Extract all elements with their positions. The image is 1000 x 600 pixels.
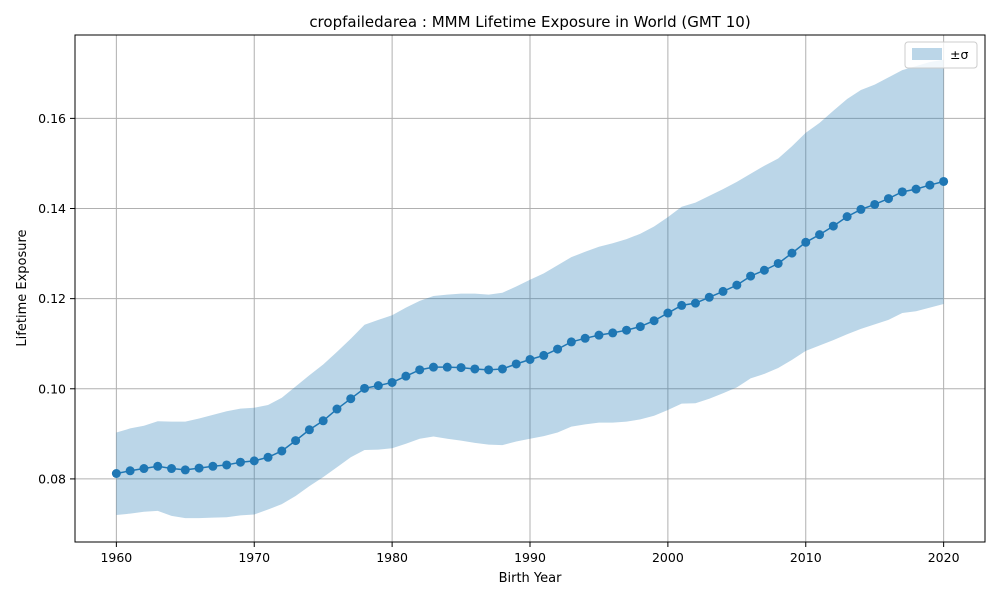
data-point — [497, 364, 507, 374]
data-point — [732, 280, 742, 290]
y-axis-label: Lifetime Exposure — [15, 229, 30, 346]
data-point — [801, 237, 811, 247]
data-point — [663, 308, 673, 318]
data-point — [235, 457, 245, 467]
data-point — [787, 248, 797, 258]
data-point — [304, 425, 314, 435]
data-point — [746, 271, 756, 281]
data-point — [759, 265, 769, 275]
data-point — [566, 337, 576, 347]
data-point — [456, 363, 466, 373]
x-tick-label: 1980 — [376, 550, 408, 565]
data-point — [704, 292, 714, 302]
x-tick-label: 2010 — [790, 550, 822, 565]
legend: ±σ — [904, 41, 978, 69]
data-point — [718, 286, 728, 296]
data-point — [346, 394, 356, 404]
legend-swatch — [912, 48, 942, 60]
data-point — [428, 362, 438, 372]
data-point — [249, 456, 259, 466]
x-tick-label: 1970 — [238, 550, 270, 565]
data-point — [649, 316, 659, 326]
x-tick-label: 2020 — [928, 550, 960, 565]
data-point — [360, 383, 370, 393]
data-point — [442, 362, 452, 372]
data-point — [773, 258, 783, 268]
ticks: 1960 1970 1980 1990 2000 2010 2020 0.08 0.10 0.12… — [38, 111, 959, 565]
data-point — [153, 461, 163, 471]
data-point — [883, 194, 893, 204]
data-point — [401, 371, 411, 381]
data-point — [511, 359, 521, 369]
data-point — [470, 364, 480, 374]
data-point — [815, 230, 825, 240]
data-point — [870, 199, 880, 209]
data-point — [608, 328, 618, 338]
data-point — [387, 377, 397, 387]
data-point — [111, 469, 121, 478]
y-tick-label: 0.10 — [38, 381, 66, 396]
y-tick-label: 0.08 — [38, 471, 66, 486]
data-point — [277, 446, 287, 456]
data-point — [180, 465, 190, 475]
data-point — [525, 354, 535, 364]
data-point — [208, 461, 218, 471]
grid — [75, 35, 985, 542]
data-point — [263, 452, 273, 462]
data-point — [167, 464, 177, 474]
data-point — [842, 212, 852, 222]
std-band — [116, 59, 944, 519]
data-point — [580, 333, 590, 343]
data-point — [415, 365, 425, 375]
legend-label: ±σ — [950, 47, 968, 62]
y-tick-label: 0.12 — [38, 291, 66, 306]
data-point — [484, 365, 494, 375]
std-band-layer — [116, 59, 944, 519]
data-point — [222, 460, 232, 470]
data-point — [925, 180, 935, 190]
data-point — [622, 325, 632, 335]
data-point — [635, 322, 645, 332]
data-point — [373, 381, 383, 391]
data-point — [897, 187, 907, 197]
data-point — [828, 221, 838, 231]
data-point — [939, 176, 949, 186]
data-point — [291, 436, 301, 446]
data-point — [594, 330, 604, 340]
data-point — [553, 344, 563, 354]
data-point — [539, 350, 549, 360]
data-point — [911, 184, 921, 194]
x-axis-label: Birth Year — [499, 571, 563, 586]
data-point — [856, 204, 866, 214]
data-point — [677, 300, 687, 310]
x-tick-label: 2000 — [652, 550, 684, 565]
data-point — [332, 404, 342, 414]
legend-box — [904, 41, 978, 69]
data-point — [690, 298, 700, 308]
x-tick-label: 1960 — [100, 550, 132, 565]
data-point — [318, 416, 328, 426]
data-point — [125, 466, 135, 476]
chart-title: cropfailedarea : MMM Lifetime Exposure i… — [309, 13, 750, 31]
data-point — [194, 463, 204, 473]
mean-points-layer — [111, 176, 949, 478]
x-tick-label: 1990 — [514, 550, 546, 565]
data-point — [139, 464, 149, 474]
y-tick-label: 0.14 — [38, 201, 66, 216]
y-tick-label: 0.16 — [38, 111, 66, 126]
